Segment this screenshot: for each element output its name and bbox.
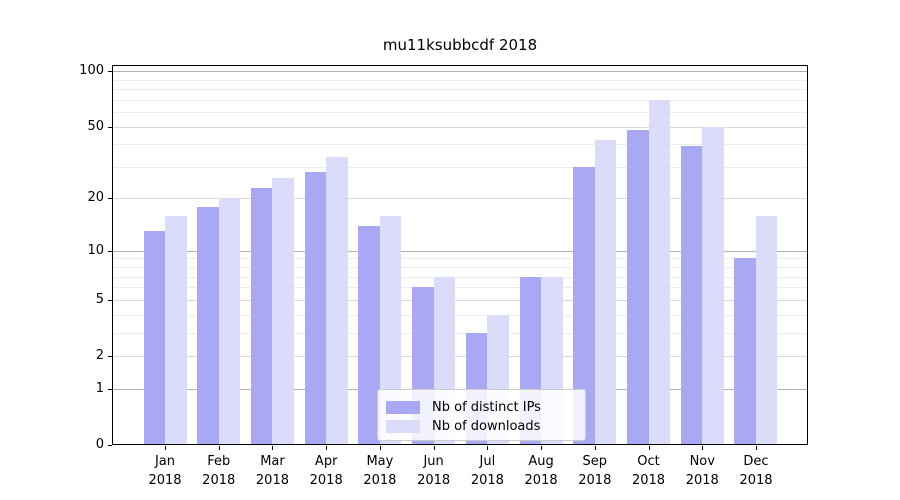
x-tick-label-jun: Jun 2018 (417, 454, 451, 488)
y-tick-50 (108, 126, 112, 128)
y-tick-1 (108, 388, 112, 390)
x-tick-label-may: May 2018 (363, 454, 397, 488)
bar-downloads-sep (594, 140, 617, 445)
gridline-minor (113, 144, 807, 146)
x-tick-jun (433, 446, 435, 450)
x-tick-label-aug: Aug 2018 (524, 454, 558, 488)
y-tick-5 (108, 299, 112, 301)
legend-swatch-ips (386, 401, 420, 414)
bar-ips-feb (197, 206, 219, 445)
gridline-major (113, 356, 807, 357)
bar-downloads-feb (218, 198, 241, 445)
gridline-major (113, 198, 807, 200)
gridline-major (113, 250, 807, 252)
bar-ips-jan (143, 231, 165, 445)
y-tick-label-50: 50 (87, 118, 104, 134)
gridline-minor (113, 89, 807, 91)
chart-title: mu11ksubbcdf 2018 (382, 36, 538, 54)
x-tick-label-nov: Nov 2018 (685, 454, 719, 488)
legend-label-downloads: Nb of downloads (432, 419, 541, 434)
y-tick-2 (108, 356, 112, 357)
bar-downloads-dec (755, 215, 778, 445)
y-tick-100 (108, 71, 112, 73)
legend-item-distinct-ips: Nb of distinct IPs (386, 401, 585, 414)
x-tick-mar (272, 446, 274, 450)
bar-downloads-may (379, 215, 402, 445)
gridline-minor (113, 258, 807, 260)
y-tick-label-1: 1 (95, 380, 104, 396)
x-tick-sep (594, 446, 596, 450)
x-tick-apr (326, 446, 328, 450)
x-tick-nov (702, 446, 704, 450)
x-tick-label-jan: Jan 2018 (148, 454, 182, 488)
x-tick-aug (541, 446, 543, 450)
bar-downloads-apr (326, 157, 348, 445)
legend-label-ips: Nb of distinct IPs (432, 400, 541, 415)
gridline-major (113, 126, 807, 128)
gridline-major (113, 299, 807, 301)
x-tick-jul (487, 446, 489, 450)
x-tick-label-jul: Jul 2018 (470, 454, 504, 488)
bar-ips-oct (627, 129, 649, 445)
y-tick-label-0: 0 (95, 437, 104, 452)
y-tick-label-2: 2 (95, 348, 104, 363)
gridline-minor (113, 99, 807, 101)
y-tick-label-100: 100 (79, 63, 104, 79)
bar-ips-sep (573, 166, 595, 445)
x-tick-oct (648, 446, 650, 450)
gridline-minor (113, 112, 807, 114)
bar-downloads-jan (165, 215, 187, 445)
gridline-minor (113, 267, 807, 269)
x-tick-label-oct: Oct 2018 (631, 454, 666, 488)
bar-ips-nov (680, 146, 703, 445)
y-tick-label-10: 10 (87, 242, 104, 258)
x-tick-may (379, 446, 381, 450)
y-tick-20 (108, 198, 112, 200)
bar-ips-apr (304, 172, 327, 445)
gridline-minor (113, 332, 807, 334)
x-tick-label-dec: Dec 2018 (739, 454, 773, 488)
legend-swatch-downloads (386, 420, 420, 433)
gridline-minor (113, 314, 807, 316)
gridline-minor (113, 276, 807, 278)
y-tick-label-5: 5 (95, 291, 104, 307)
gridline-minor (113, 166, 807, 168)
x-tick-feb (218, 446, 220, 450)
x-tick-jan (165, 446, 166, 450)
gridline-minor (113, 287, 807, 289)
y-tick-0 (108, 445, 112, 446)
x-tick-label-apr: Apr 2018 (309, 454, 343, 488)
x-tick-label-mar: Mar 2018 (255, 454, 289, 488)
x-tick-dec (755, 446, 757, 450)
bar-downloads-nov (702, 126, 724, 445)
bar-ips-mar (250, 187, 273, 445)
gridline-major (113, 71, 807, 73)
y-tick-10 (108, 250, 112, 252)
bar-downloads-oct (648, 99, 671, 445)
bar-downloads-mar (272, 178, 294, 445)
legend: Nb of distinct IPs Nb of downloads (377, 389, 586, 441)
legend-item-downloads: Nb of downloads (386, 420, 585, 433)
gridline-minor (113, 79, 807, 81)
x-tick-label-sep: Sep 2018 (578, 454, 612, 488)
bar-ips-dec (734, 258, 756, 445)
bar-ips-may (358, 225, 380, 445)
x-tick-label-feb: Feb 2018 (202, 454, 236, 488)
y-tick-label-20: 20 (87, 190, 104, 206)
